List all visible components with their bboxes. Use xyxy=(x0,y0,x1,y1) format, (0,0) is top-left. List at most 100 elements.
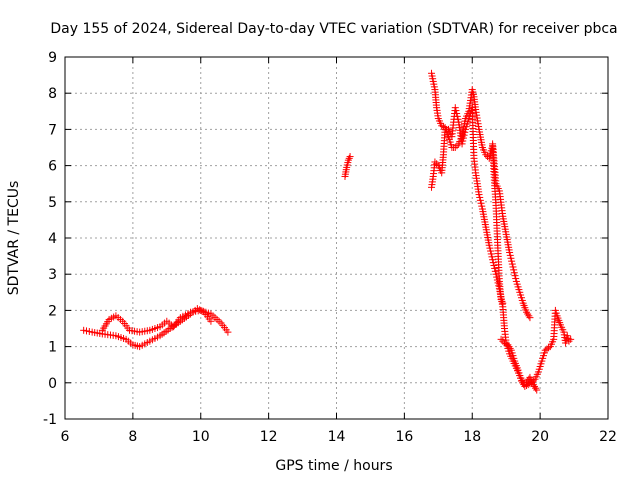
y-tick-label: 2 xyxy=(48,303,57,319)
data-point xyxy=(495,282,503,290)
data-point xyxy=(508,257,516,265)
data-point xyxy=(224,328,232,336)
data-point xyxy=(565,337,573,345)
y-tick-label: 4 xyxy=(48,231,57,247)
data-point xyxy=(476,196,484,204)
data-point xyxy=(506,251,514,259)
data-point xyxy=(533,386,541,394)
data-point xyxy=(521,382,529,390)
x-tick-label: 10 xyxy=(192,429,210,445)
x-tick-label: 22 xyxy=(599,429,617,445)
y-axis-label: SDTVAR / TECUs xyxy=(6,181,22,296)
data-point xyxy=(509,263,517,271)
data-point xyxy=(485,241,493,249)
series-track-b xyxy=(98,306,232,336)
data-point xyxy=(476,193,484,201)
data-point xyxy=(451,104,459,112)
data-point xyxy=(497,335,505,343)
data-point xyxy=(510,266,518,274)
data-point xyxy=(477,199,485,207)
data-point xyxy=(478,202,486,210)
data-point xyxy=(433,160,441,168)
data-point xyxy=(504,341,512,349)
x-tick-label: 14 xyxy=(328,429,346,445)
series-track-f xyxy=(489,140,534,322)
data-point xyxy=(487,250,495,258)
x-axis-label: GPS time / hours xyxy=(275,458,392,474)
data-point xyxy=(524,310,532,318)
y-tick-label: 8 xyxy=(48,86,57,102)
data-point xyxy=(507,254,515,262)
data-point xyxy=(530,382,538,390)
data-point xyxy=(207,317,215,325)
data-point xyxy=(346,153,354,161)
data-point xyxy=(508,260,516,268)
data-point xyxy=(498,297,506,305)
data-point xyxy=(519,379,527,387)
data-point xyxy=(491,264,499,272)
data-point xyxy=(505,343,513,351)
y-tick-label: 3 xyxy=(48,267,57,283)
data-point xyxy=(451,144,459,151)
data-point xyxy=(523,308,531,316)
data-point xyxy=(489,256,497,264)
data-point xyxy=(494,279,502,287)
data-point xyxy=(523,382,531,390)
data-point xyxy=(453,109,461,117)
data-point xyxy=(506,248,514,256)
series-track-g xyxy=(497,306,575,390)
data-point xyxy=(344,156,352,164)
data-point xyxy=(454,115,462,123)
series-track-e xyxy=(428,69,507,307)
data-point xyxy=(528,379,536,387)
data-point xyxy=(500,339,508,347)
data-point xyxy=(438,122,446,130)
data-point xyxy=(567,335,575,343)
data-point xyxy=(525,312,533,320)
x-tick-label: 6 xyxy=(61,429,70,445)
data-point xyxy=(545,344,553,352)
data-point xyxy=(345,154,353,162)
data-point xyxy=(431,158,439,166)
y-tick-label: 7 xyxy=(48,122,57,138)
data-point xyxy=(529,377,537,385)
data-point xyxy=(499,299,507,307)
y-tick-label: 6 xyxy=(48,159,57,175)
x-tick-label: 18 xyxy=(463,429,481,445)
chart-title: Day 155 of 2024, Sidereal Day-to-day VTE… xyxy=(50,21,617,37)
data-point xyxy=(487,247,495,255)
y-tick-label: -1 xyxy=(43,412,57,428)
data-point xyxy=(489,259,497,267)
data-point xyxy=(526,314,534,322)
data-marks xyxy=(80,69,575,394)
data-point xyxy=(486,244,494,252)
data-point xyxy=(532,384,540,392)
data-point xyxy=(506,344,514,352)
series-track-c xyxy=(341,153,354,180)
data-point xyxy=(511,272,519,280)
y-tick-label: 1 xyxy=(48,340,57,356)
data-point xyxy=(452,107,460,115)
data-point xyxy=(490,262,498,270)
data-point xyxy=(510,269,518,277)
data-point xyxy=(491,267,499,275)
x-tick-label: 16 xyxy=(395,429,413,445)
data-point xyxy=(453,112,461,120)
data-point xyxy=(492,270,500,278)
data-point xyxy=(512,275,520,283)
axis-ticks xyxy=(64,56,609,420)
y-tick-label: 5 xyxy=(48,195,57,211)
x-tick-label: 12 xyxy=(260,429,278,445)
data-point xyxy=(517,377,525,385)
data-point xyxy=(524,381,532,389)
y-tick-label: 0 xyxy=(48,376,57,392)
data-point xyxy=(453,142,461,150)
data-point xyxy=(475,191,483,199)
x-tick-label: 8 xyxy=(128,429,137,445)
data-point xyxy=(497,296,505,304)
y-tick-label: 9 xyxy=(48,50,57,66)
x-tick-label: 20 xyxy=(531,429,549,445)
